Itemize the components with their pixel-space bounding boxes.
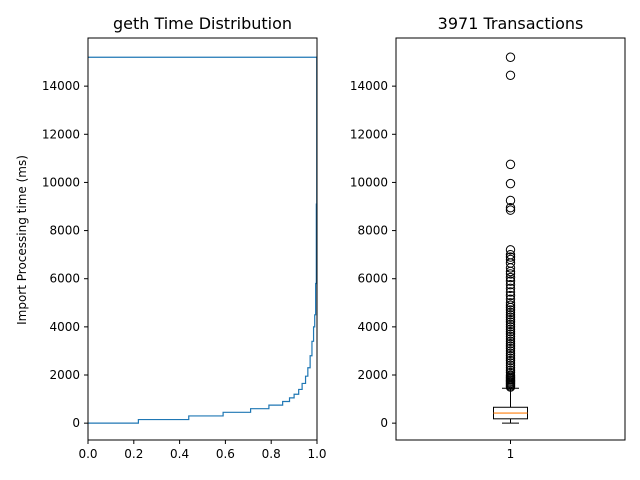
cdf-x-tick-label: 0.6 [216,447,235,461]
outlier-point [505,348,516,359]
boxplot-chart-title: 3971 Transactions [438,14,584,33]
boxplot-y-tick-label: 10000 [350,175,388,189]
cdf-chart-title: geth Time Distribution [113,14,292,33]
cdf-x-tick-label: 0.8 [262,447,281,461]
cdf-y-tick-label: 8000 [49,224,80,238]
boxplot-y-tick-label: 4000 [357,320,388,334]
outlier-point [505,245,516,255]
outlier-point [505,360,516,371]
outlier-point [505,341,516,351]
boxplot-y-tick-label: 0 [380,416,388,430]
cdf-y-tick-label: 10000 [42,175,80,189]
outlier-point [505,290,516,301]
outlier-point [505,322,516,332]
boxplot-y-tick-label: 14000 [350,79,388,93]
cdf-axes-frame [87,37,318,441]
outlier-point [505,329,516,339]
outlier-point [505,252,516,262]
outlier-point [505,355,516,366]
cdf-series-line-0 [88,56,318,424]
outlier-point [505,195,516,206]
outlier-point [505,336,516,347]
boxplot-y-tick-label: 12000 [350,127,388,141]
outlier-point [505,305,516,315]
outlier-point [505,346,516,356]
cdf-x-tick-label: 0.4 [170,447,189,461]
outlier-point [505,317,516,327]
outlier-point [505,70,516,81]
outlier-point [505,382,516,392]
outlier-point [505,159,516,170]
cdf-y-tick-label: 2000 [49,368,80,382]
boxplot-ticks: 0 2000 4000 6000 8000 10000 12000 14000 1 [350,79,515,461]
outlier-point [505,319,516,330]
boxplot-y-tick-label: 8000 [357,224,388,238]
outlier-point [505,358,516,368]
outlier-point [505,283,516,294]
outlier-point [505,280,516,290]
outlier-point [505,324,516,334]
boxplot-y-tick-label: 6000 [357,272,388,286]
outlier-point [505,312,516,322]
cdf-y-tick-label: 0 [72,416,80,430]
cdf-ticks: 0.0 0.2 0.4 0.6 0.8 1.0 0 2000 4000 6000 8000 10000… [42,79,327,461]
outlier-point [505,178,516,189]
outlier-point [505,326,516,337]
cdf-y-tick-label: 6000 [49,272,80,286]
cdf-y-axis-label: Import Processing time (ms) [15,155,29,325]
outlier-point [505,314,516,325]
outlier-point [505,203,516,213]
cdf-y-tick-label: 14000 [42,79,80,93]
boxplot-plot-area [493,52,528,424]
outlier-point [505,287,516,297]
outlier-point [505,307,516,318]
cdf-y-tick-label: 12000 [42,127,80,141]
outlier-point [505,353,516,363]
outlier-point [505,343,516,354]
outlier-point [505,276,516,286]
outlier-point [505,310,516,320]
boxplot-y-tick-label: 2000 [357,368,388,382]
cdf-panel: geth Time Distribution Import Processing… [15,14,327,461]
cdf-x-tick-label: 0.2 [124,447,143,461]
outlier-point [505,263,516,273]
boxplot-panel: 3971 Transactions 0 2000 4000 6000 8000 10000… [350,14,626,461]
cdf-x-tick-label: 1.0 [307,447,326,461]
outlier-point [505,269,516,279]
outlier-point [505,205,516,215]
outlier-point [505,52,516,62]
cdf-x-tick-label: 0.0 [78,447,97,461]
outlier-point [505,351,516,361]
outlier-point [505,298,516,308]
outlier-point [505,334,516,344]
outlier-point [505,266,516,277]
outlier-point [505,300,516,310]
outlier-point [505,272,516,283]
outlier-point [505,302,516,313]
boxplot-x-tick-label: 1 [507,447,515,461]
cdf-y-tick-label: 4000 [49,320,80,334]
outlier-point [505,339,516,349]
cdf-plot-area [88,56,318,424]
outlier-point [505,331,516,342]
